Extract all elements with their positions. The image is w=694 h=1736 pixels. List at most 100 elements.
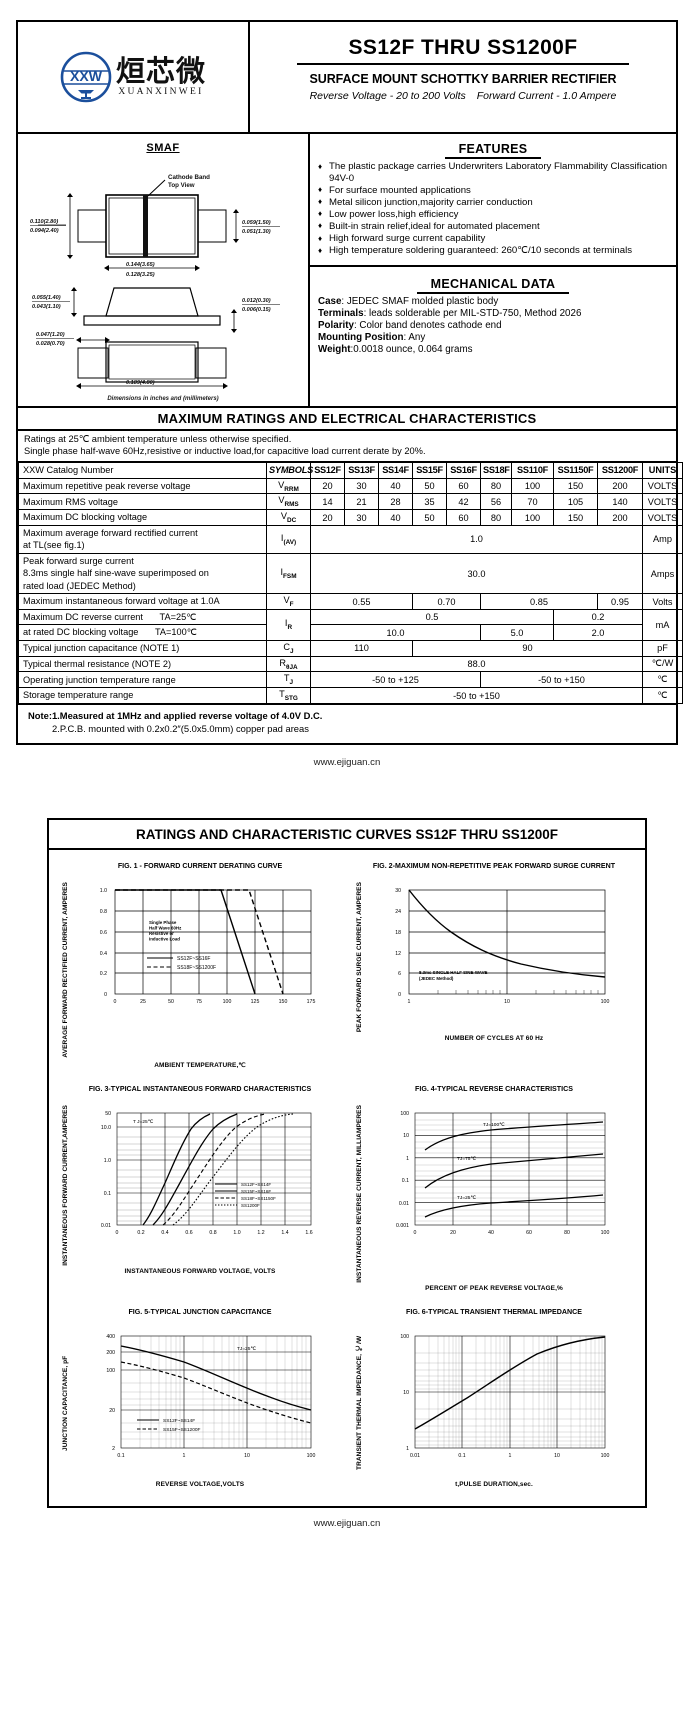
svg-text:80: 80 — [564, 1230, 570, 1236]
y-axis-label: INSTANTANEOUS REVERSE CURRENT, MILLIAMPE… — [356, 1104, 363, 1283]
row-symbol: I(AV) — [266, 525, 311, 554]
desc-line-2: at rated DC blocking voltage — [23, 627, 139, 638]
svg-text:100: 100 — [106, 1368, 115, 1374]
row-desc: Operating junction temperature range — [18, 671, 267, 689]
cell: 100 — [511, 477, 554, 495]
cell: 150 — [553, 477, 598, 495]
temp-cond-2: TA=100℃ — [154, 627, 198, 638]
curve-label-tj100: TJ=100℃ — [483, 1122, 505, 1128]
chart-fig6: FIG. 6-TYPICAL TRANSIENT THERMAL IMPEDAN… — [347, 1302, 641, 1498]
svg-text:100: 100 — [601, 1453, 610, 1459]
svg-text:1.0: 1.0 — [233, 1230, 240, 1236]
svg-text:50: 50 — [168, 999, 174, 1005]
cell: 42 — [446, 493, 481, 511]
dim-width-top: 0.144(3.65) — [126, 262, 155, 268]
website-footer[interactable]: www.ejiguan.cn — [313, 757, 381, 769]
product-ratings-line: Reverse Voltage - 20 to 200 Volts Forwar… — [260, 90, 666, 102]
mech-sep: : — [403, 332, 409, 344]
table-row: Operating junction temperature range TJ … — [18, 671, 683, 689]
series-thermal-impedance — [414, 1336, 606, 1431]
svg-text:60: 60 — [526, 1230, 532, 1236]
table-footnotes: Note:1.Measured at 1MHz and applied reve… — [18, 704, 676, 743]
series-tj-25c — [424, 1193, 604, 1218]
dim-width-bottom: 0.128(3.25) — [126, 272, 155, 278]
mech-label: Weight — [318, 344, 351, 356]
svg-text:100: 100 — [307, 1453, 316, 1459]
title-divider — [296, 63, 630, 65]
svg-text:100: 100 — [400, 1111, 409, 1117]
package-name-label: SMAF — [146, 142, 180, 154]
plot-area: 1.0 0.8 0.6 0.4 0.2 0 0 25 50 75 100 125 150 17… — [100, 888, 316, 1005]
dim-height-bottom: 0.043(1.10) — [32, 304, 61, 310]
y-axis-label: JUNCTION CAPACITANCE, pF — [62, 1355, 69, 1452]
table-row: Typical junction capacitance (NOTE 1) CJ… — [18, 639, 683, 657]
page-title: SS12F THRU SS1200F — [348, 36, 578, 59]
row-desc: Maximum repetitive peak reverse voltage — [18, 477, 267, 495]
svg-text:0.1: 0.1 — [458, 1453, 465, 1459]
cell: 10.0 — [310, 624, 481, 641]
list-item: The plastic package carries Underwriters… — [318, 160, 668, 184]
mech-sep: : — [341, 296, 347, 308]
mech-sep: : — [363, 308, 370, 320]
table-row: Maximum RMS voltage VRMS 14 21 28 35 42 … — [18, 493, 683, 511]
svg-text:Inductive Load: Inductive Load — [149, 937, 180, 942]
smaf-package-drawing: Cathode Band Top View 0.110(2.80) — [30, 174, 280, 389]
svg-text:175: 175 — [307, 999, 316, 1005]
svg-text:0.8: 0.8 — [100, 909, 107, 915]
plot-area: 50 10.0 1.0 0.1 0.01 0 0.2 0.4 0.6 0.8 1.0 … — [101, 1111, 313, 1236]
website-footer[interactable]: www.ejiguan.cn — [313, 1518, 381, 1530]
features-mechanical-col: FEATURES The plastic package carries Und… — [310, 134, 676, 406]
mech-label: Polarity — [318, 320, 354, 332]
svg-text:1: 1 — [183, 1453, 186, 1459]
cell: -50 to +150 — [480, 671, 643, 689]
svg-text:0: 0 — [116, 1230, 119, 1236]
cell: 0.5 — [310, 608, 554, 626]
svg-text:1.0: 1.0 — [100, 888, 107, 894]
chart-title: FIG. 1 - FORWARD CURRENT DERATING CURVE — [117, 862, 283, 870]
curves-section-title: RATINGS AND CHARACTERISTIC CURVES SS12F … — [49, 820, 645, 850]
svg-text:10: 10 — [403, 1390, 409, 1396]
mech-sep: : — [350, 344, 354, 356]
svg-text:SS12F~SS14F: SS12F~SS14F — [163, 1418, 195, 1424]
mechanical-heading: MECHANICAL DATA — [318, 277, 668, 295]
row-unit: ℃ — [642, 671, 683, 689]
svg-text:1.0: 1.0 — [104, 1158, 111, 1164]
svg-text:SS18F~SS1150F: SS18F~SS1150F — [241, 1196, 276, 1201]
list-item: Terminals: leads solderable per MIL-STD-… — [318, 308, 668, 320]
series-ss18f-ss1150f — [162, 1113, 266, 1226]
table-header-row: XXW Catalog Number SYMBOLS SS12F SS13F S… — [18, 462, 683, 479]
row-symbol: RθJA — [266, 655, 311, 673]
footnote-1: Note:1.Measured at 1MHz and applied reve… — [28, 710, 323, 722]
svg-text:10.0: 10.0 — [101, 1125, 111, 1131]
svg-text:0.4: 0.4 — [100, 951, 107, 957]
reverse-voltage-spec: Reverse Voltage - 20 to 200 Volts — [309, 90, 466, 102]
svg-text:12: 12 — [395, 951, 401, 957]
chart-title: FIG. 5-TYPICAL JUNCTION CAPACITANCE — [128, 1308, 272, 1317]
mech-value: Any — [408, 332, 426, 344]
svg-text:SS18F~SS1200F: SS18F~SS1200F — [177, 965, 216, 971]
svg-text:T J=25℃: T J=25℃ — [133, 1119, 154, 1125]
svg-text:1: 1 — [408, 999, 411, 1005]
svg-text:1.2: 1.2 — [257, 1230, 264, 1236]
cell: 0.70 — [412, 593, 481, 610]
svg-text:0.4: 0.4 — [161, 1230, 168, 1236]
condition-line-1: Ratings at 25℃ ambient temperature unles… — [24, 434, 292, 444]
svg-text:0.01: 0.01 — [410, 1453, 420, 1459]
symbols-header: SYMBOLS — [266, 462, 313, 479]
svg-text:18: 18 — [395, 930, 401, 936]
list-item: Weight:0.0018 ounce, 0.064 grams — [318, 344, 668, 356]
svg-text:75: 75 — [196, 999, 202, 1005]
row-symbol: TJ — [266, 671, 311, 689]
svg-text:30: 30 — [395, 888, 401, 894]
plot-area: 400 200 100 20 2 0.1 1 10 100 TJ=25℃ — [106, 1334, 316, 1459]
svg-text:6: 6 — [398, 971, 401, 977]
svg-text:SS12F~SS14F: SS12F~SS14F — [241, 1182, 271, 1187]
y-axis-label: INSTANTANEOUS FORWARD CURRENT,AMPERES — [62, 1104, 69, 1266]
cell: 40 — [378, 477, 413, 495]
condition-line-2: Single phase half-wave 60Hz,resistive or… — [24, 445, 426, 456]
svg-text:0: 0 — [414, 1230, 417, 1236]
table-row: Maximum repetitive peak reverse voltage … — [18, 477, 683, 495]
svg-text:SS15F~SS1200F: SS15F~SS1200F — [163, 1427, 201, 1433]
table-row: Maximum average forward rectified curren… — [18, 525, 683, 554]
mech-value: leads solderable per MIL-STD-750, Method… — [369, 308, 582, 320]
